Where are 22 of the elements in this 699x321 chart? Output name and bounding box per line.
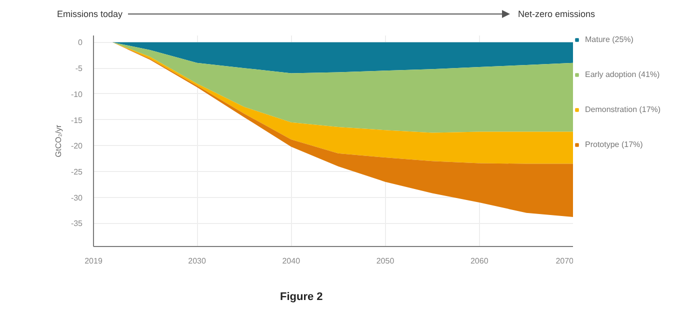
y-tick-label: -30 (70, 193, 84, 202)
y-tick-label: -15 (70, 116, 84, 125)
y-tick-label: -35 (70, 219, 84, 228)
y-tick-label: -10 (70, 90, 84, 99)
x-tick-label: 2019 (84, 256, 103, 266)
y-tick-label: -5 (75, 64, 84, 74)
caption: Figure 2 (280, 290, 323, 305)
y-tick-label: -20 (70, 142, 84, 151)
text: Net-zero emissions (518, 8, 596, 21)
text: Emissions today (57, 8, 123, 21)
legend-label: Early adoption (41%) (585, 70, 660, 79)
y-tick-label: -25 (70, 168, 84, 177)
y-axis-title: GtCO₂/yr (54, 124, 63, 158)
x-tick-label: 2070 (556, 256, 574, 266)
x-tick-label: 2040 (282, 256, 301, 266)
legend-label: Mature (25%) (585, 35, 634, 44)
x-tick-label: 2030 (188, 256, 206, 266)
legend-label: Demonstration (17%) (585, 105, 661, 114)
x-tick-label: 2060 (470, 256, 489, 266)
x-tick-label: 2050 (376, 256, 395, 266)
legend-label: Prototype (17%) (585, 140, 643, 149)
y-tick-label: 0 (78, 38, 84, 48)
